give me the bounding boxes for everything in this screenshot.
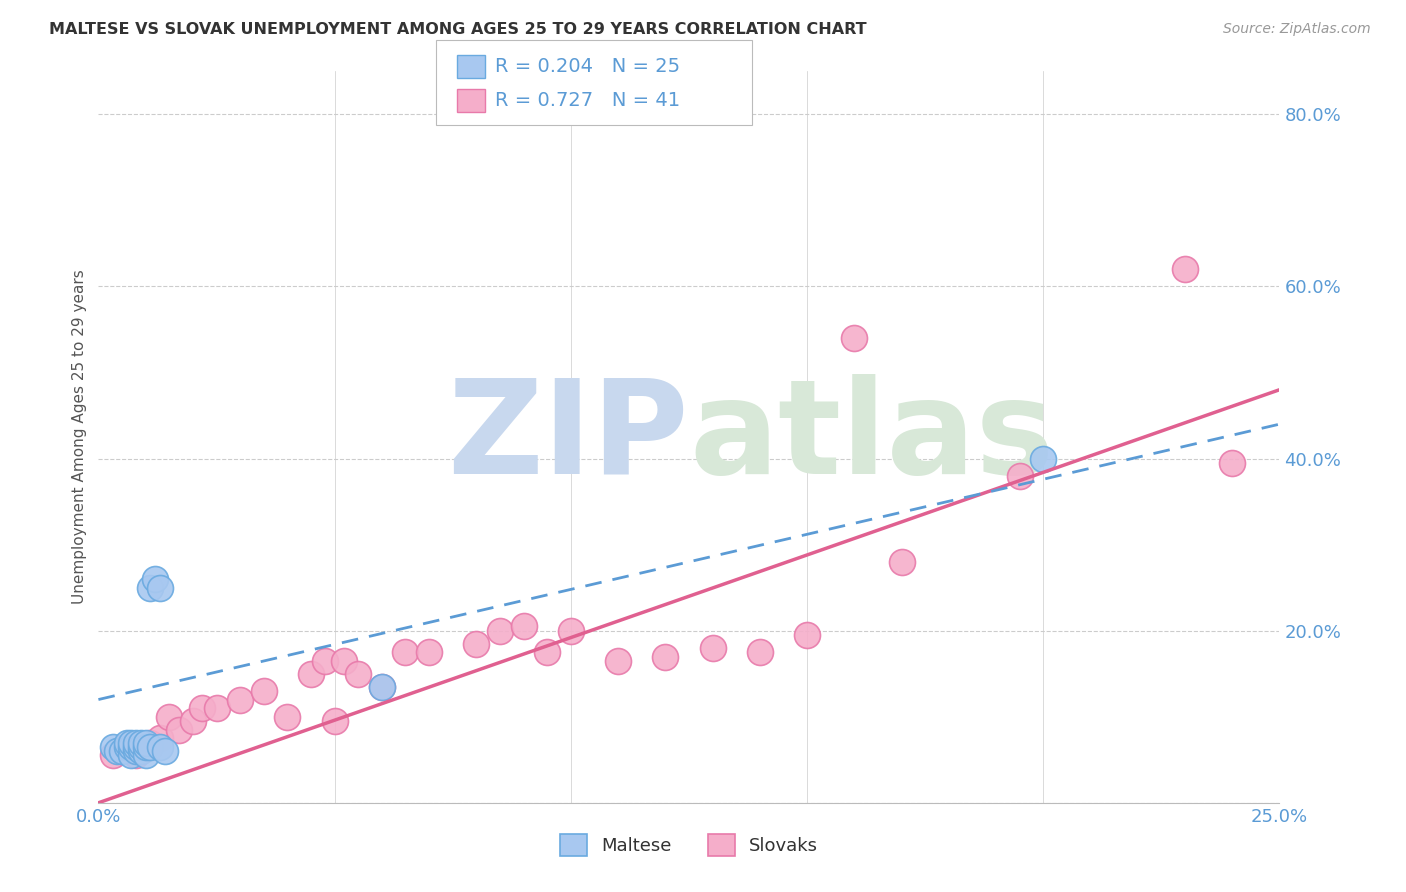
Point [157,710,180,724]
Point [489,624,512,638]
Point [796,628,818,642]
Point [229,692,252,706]
Point [101,748,124,763]
Y-axis label: Unemployment Among Ages 25 to 29 years: Unemployment Among Ages 25 to 29 years [72,269,87,605]
Text: R = 0.727   N = 41: R = 0.727 N = 41 [495,91,681,111]
Point [181,714,204,728]
Point [111,744,134,758]
Point [323,714,346,728]
Point [371,680,394,694]
Point [115,739,138,754]
Point [105,744,128,758]
Text: Source: ZipAtlas.com: Source: ZipAtlas.com [1223,22,1371,37]
Point [125,735,148,749]
Point [149,739,172,754]
Point [135,739,157,754]
Point [135,748,157,763]
Point [1220,456,1243,470]
Point [139,735,162,749]
Point [844,331,866,345]
Point [121,735,143,749]
Point [205,701,228,715]
Point [276,710,298,724]
Point [654,649,676,664]
Point [115,735,138,749]
Point [394,645,416,659]
Point [115,739,138,754]
Point [111,744,134,758]
Text: MALTESE VS SLOVAK UNEMPLOYMENT AMONG AGES 25 TO 29 YEARS CORRELATION CHART: MALTESE VS SLOVAK UNEMPLOYMENT AMONG AGE… [49,22,868,37]
Text: ZIP: ZIP [447,374,689,500]
Point [748,645,770,659]
Point [121,739,143,754]
Point [890,555,912,569]
Point [299,666,322,681]
Point [153,744,176,758]
Point [129,744,152,758]
Point [347,666,370,681]
Point [139,581,162,595]
Point [167,723,190,737]
Point [121,744,143,758]
Point [560,624,582,638]
Point [465,637,488,651]
Point [191,701,214,715]
Point [1032,451,1054,466]
Legend: Maltese, Slovaks: Maltese, Slovaks [553,827,825,863]
Point [139,739,162,754]
Text: atlas: atlas [689,374,1054,500]
Point [135,735,157,749]
Point [125,744,148,758]
Point [607,654,630,668]
Point [149,731,172,746]
Point [1008,468,1031,483]
Point [418,645,440,659]
Point [129,744,152,758]
Point [536,645,558,659]
Text: R = 0.204   N = 25: R = 0.204 N = 25 [495,57,681,77]
Point [101,739,124,754]
Point [143,572,166,586]
Point [135,739,157,754]
Point [125,748,148,763]
Point [125,739,148,754]
Point [253,684,276,698]
Point [371,680,394,694]
Point [125,739,148,754]
Point [129,739,152,754]
Point [702,640,724,655]
Point [314,654,336,668]
Point [1174,262,1197,277]
Point [129,735,152,749]
Point [149,581,172,595]
Point [121,748,143,763]
Point [512,619,534,633]
Point [333,654,356,668]
